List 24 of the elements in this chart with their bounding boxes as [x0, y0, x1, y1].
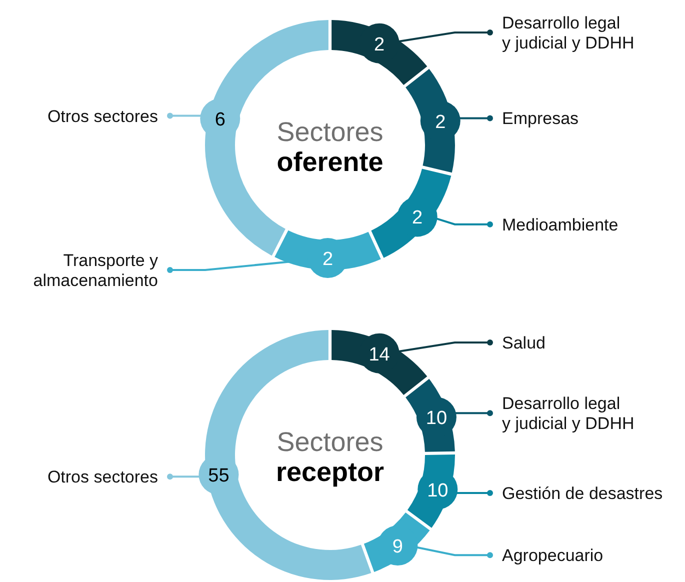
text: receptor [276, 457, 385, 487]
legend-label: Desarrollo legal y judicial y DDHH [502, 14, 634, 53]
data-label: 2 [412, 208, 423, 229]
slice-label: Otros sectores [47, 106, 158, 126]
text: Sectores [276, 427, 384, 457]
legend-label: Desarrollo legal y judicial y DDHH [502, 394, 634, 434]
legend-label: Gestión de desastres [502, 484, 663, 504]
legend-label: Empresas [502, 109, 579, 128]
data-label: 2 [374, 34, 385, 56]
data-label: 9 [392, 536, 403, 558]
legend-label: Medioambiente [502, 215, 618, 234]
text: Sectores [276, 117, 384, 147]
data-label: 6 [214, 110, 226, 131]
data-label: 10 [427, 480, 448, 502]
data-label: 10 [426, 408, 448, 430]
data-label: 2 [435, 112, 446, 133]
data-label: 55 [208, 466, 230, 487]
text: oferente [276, 147, 384, 177]
legend-label: Agropecuario [502, 546, 604, 566]
slice-label: Transporte y almacenamiento [33, 250, 158, 290]
legend-label: Salud [502, 334, 546, 353]
data-label: 14 [368, 344, 390, 366]
data-label: 2 [322, 248, 334, 270]
slice-label: Otros sectores [47, 468, 158, 487]
